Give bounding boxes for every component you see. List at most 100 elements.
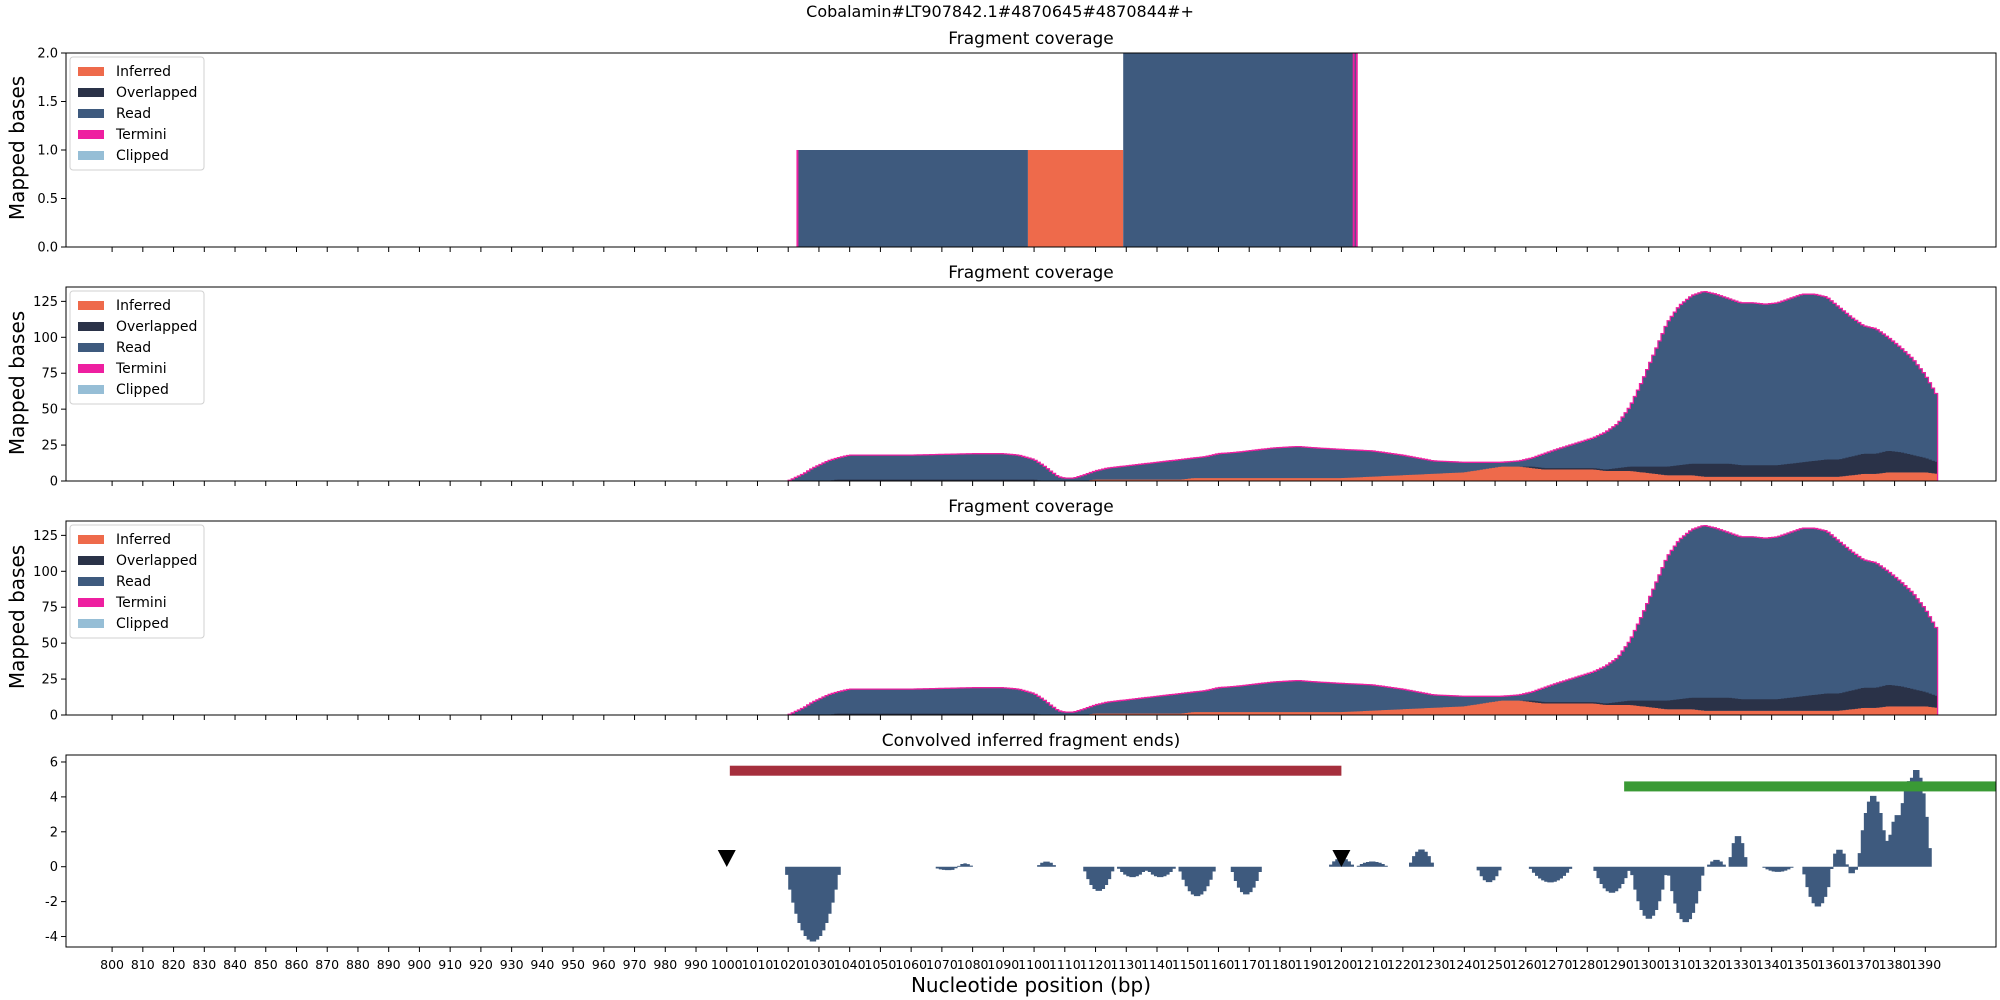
y-tick-label: 100 bbox=[33, 331, 58, 346]
x-tick-label: 1220 bbox=[1387, 957, 1419, 972]
x-tick-label: 1390 bbox=[1909, 957, 1941, 972]
y-tick-label: -2 bbox=[45, 895, 58, 910]
x-tick-label: 1070 bbox=[926, 957, 958, 972]
x-tick-label: 1370 bbox=[1848, 957, 1880, 972]
x-tick-label: 1210 bbox=[1356, 957, 1388, 972]
legend bbox=[69, 290, 205, 405]
coverage-bar-inferred bbox=[1027, 150, 1124, 247]
legend-label: Inferred bbox=[116, 298, 171, 314]
y-tick-label: 75 bbox=[41, 601, 58, 616]
panel-title: Fragment coverage bbox=[948, 263, 1114, 283]
x-tick-label: 1320 bbox=[1694, 957, 1726, 972]
figure-title: Cobalamin#LT907842.1#4870645#4870844#+ bbox=[806, 2, 1194, 21]
legend-label: Read bbox=[116, 574, 151, 590]
panel-fragment-coverage-1: Fragment coverage Mapped bases 0.0 0.5 1.0… bbox=[5, 29, 1997, 256]
y-tick-label: 0 bbox=[50, 709, 58, 724]
x-tick-label: 1160 bbox=[1203, 957, 1235, 972]
x-tick-label: 880 bbox=[346, 957, 370, 972]
plot-frame bbox=[65, 754, 1997, 948]
legend-label: Read bbox=[116, 340, 151, 356]
y-tick-label: 100 bbox=[33, 565, 58, 580]
x-tick-label: 960 bbox=[592, 957, 616, 972]
legend-swatch bbox=[78, 364, 104, 373]
legend-label: Overlapped bbox=[116, 553, 197, 569]
y-tick-label: 25 bbox=[41, 673, 58, 688]
coverage-area-read bbox=[788, 525, 1938, 715]
legend-swatch bbox=[78, 343, 104, 352]
x-tick-label: 800 bbox=[100, 957, 124, 972]
y-tick-label: 1.0 bbox=[37, 144, 58, 159]
legend-label: Termini bbox=[115, 361, 167, 377]
x-tick-label: 1250 bbox=[1479, 957, 1511, 972]
convolved-ends-bars bbox=[785, 769, 1932, 942]
legend-swatch bbox=[78, 577, 104, 586]
plot-frame bbox=[65, 286, 1997, 482]
x-tick-label: 1180 bbox=[1264, 957, 1296, 972]
y-tick-label: 0.0 bbox=[37, 241, 58, 256]
y-tick-label: 50 bbox=[41, 637, 58, 652]
coverage-area-inferred bbox=[1083, 700, 1938, 715]
legend-swatch bbox=[78, 385, 104, 394]
x-tick-label: 1360 bbox=[1817, 957, 1849, 972]
x-tick-label: 1240 bbox=[1448, 957, 1480, 972]
panel-convolved-ends: Convolved inferred fragment ends) -4 -2 0 2… bbox=[45, 731, 1997, 972]
x-tick-label: 1380 bbox=[1879, 957, 1911, 972]
coverage-area-inferred bbox=[1083, 466, 1938, 481]
termini-outline bbox=[787, 525, 1939, 715]
legend-swatch bbox=[78, 67, 104, 76]
legend-swatch bbox=[78, 322, 104, 331]
legend-label: Overlapped bbox=[116, 85, 197, 101]
x-tick-label: 1100 bbox=[1018, 957, 1050, 972]
legend-swatch bbox=[78, 109, 104, 118]
region-bar bbox=[729, 765, 1342, 776]
coverage-area-read bbox=[788, 291, 1938, 481]
x-tick-label: 1300 bbox=[1633, 957, 1665, 972]
x-tick-label: 1290 bbox=[1602, 957, 1634, 972]
coverage-area-overlapped bbox=[828, 685, 1938, 715]
coverage-bar-read bbox=[1123, 53, 1357, 247]
legend-label: Termini bbox=[115, 127, 167, 143]
x-tick-label: 870 bbox=[315, 957, 339, 972]
legend-swatch bbox=[78, 535, 104, 544]
x-tick-label: 1230 bbox=[1418, 957, 1450, 972]
y-tick-label: 2 bbox=[50, 825, 58, 840]
x-tick-label: 920 bbox=[469, 957, 493, 972]
x-tick-label: 1110 bbox=[1049, 957, 1081, 972]
y-tick-label: 0 bbox=[50, 860, 58, 875]
y-axis-label: Mapped bases bbox=[5, 311, 29, 455]
legend-swatch bbox=[78, 301, 104, 310]
x-tick-label: 940 bbox=[530, 957, 554, 972]
legend-swatch bbox=[78, 88, 104, 97]
x-tick-label: 990 bbox=[684, 957, 708, 972]
legend-swatch bbox=[78, 151, 104, 160]
panel-title: Fragment coverage bbox=[948, 497, 1114, 517]
x-tick-label: 970 bbox=[623, 957, 647, 972]
x-tick-label: 910 bbox=[438, 957, 462, 972]
x-tick-label: 980 bbox=[653, 957, 677, 972]
x-tick-label: 1140 bbox=[1141, 957, 1173, 972]
x-tick-label: 820 bbox=[162, 957, 186, 972]
x-tick-label: 1050 bbox=[865, 957, 897, 972]
legend-swatch bbox=[78, 598, 104, 607]
legend bbox=[69, 56, 205, 171]
marker-triangle bbox=[717, 849, 736, 867]
y-tick-label: 0.5 bbox=[37, 192, 58, 207]
legend-swatch bbox=[78, 619, 104, 628]
x-axis-label: Nucleotide position (bp) bbox=[911, 973, 1151, 997]
y-tick-label: 0 bbox=[50, 475, 58, 490]
x-tick-label: 1260 bbox=[1510, 957, 1542, 972]
legend-swatch bbox=[78, 130, 104, 139]
x-tick-label: 950 bbox=[561, 957, 585, 972]
x-tick-label: 1080 bbox=[957, 957, 989, 972]
legend-label: Overlapped bbox=[116, 319, 197, 335]
y-tick-label: 125 bbox=[33, 529, 58, 544]
x-tick-label: 1040 bbox=[834, 957, 866, 972]
coverage-bar-read bbox=[797, 150, 1028, 247]
y-tick-label: 75 bbox=[41, 367, 58, 382]
plot-frame bbox=[65, 520, 1997, 716]
legend bbox=[69, 524, 205, 639]
y-axis-label: Mapped bases bbox=[5, 545, 29, 689]
legend-label: Read bbox=[116, 106, 151, 122]
x-tick-label: 1060 bbox=[895, 957, 927, 972]
x-tick-label: 900 bbox=[407, 957, 431, 972]
